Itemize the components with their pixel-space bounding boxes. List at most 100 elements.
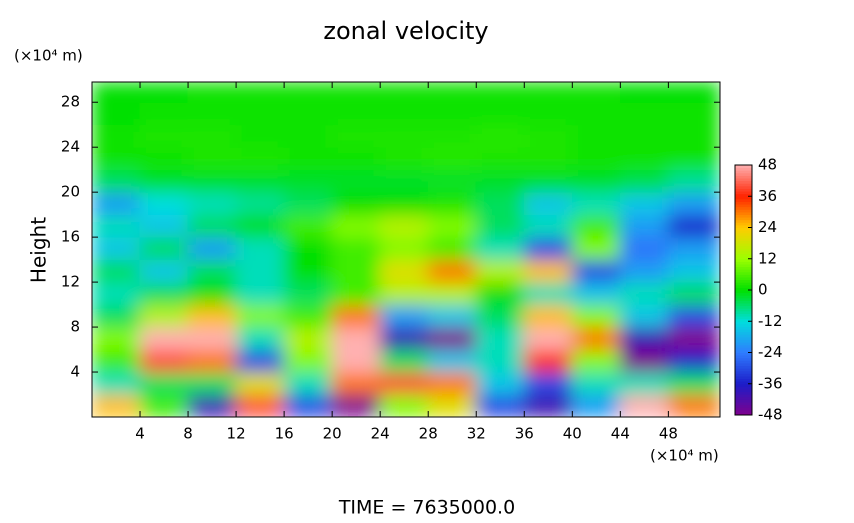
- cell: [475, 124, 525, 148]
- cell: [187, 394, 237, 417]
- colorbar-segment: [735, 224, 752, 228]
- cell: [523, 191, 573, 216]
- cell: [427, 304, 477, 328]
- heatmap-cells: [92, 82, 720, 417]
- cell: [187, 214, 237, 238]
- cell: [92, 259, 141, 283]
- cell: [187, 371, 237, 396]
- cell: [619, 236, 669, 261]
- colorbar-segment: [735, 206, 752, 210]
- cell: [235, 281, 285, 306]
- cell: [571, 124, 621, 148]
- colorbar-segment: [735, 300, 752, 304]
- colorbar-segment: [735, 305, 752, 309]
- cell: [427, 326, 477, 351]
- cell: [331, 394, 381, 417]
- cell: [667, 214, 720, 238]
- colorbar-segment: [735, 399, 752, 403]
- cell: [92, 304, 141, 328]
- cell: [283, 124, 333, 148]
- cell: [92, 169, 141, 193]
- cell: [475, 169, 525, 193]
- cell: [523, 214, 573, 238]
- cell: [619, 191, 669, 216]
- footer: TIME = 7635000.0: [338, 497, 515, 519]
- axes: 4 8 12 16 20 24 28 32 36 40 44 48481216202428-48-36…: [61, 81, 783, 443]
- cell: [571, 281, 621, 306]
- y-tick-label: 4: [70, 363, 80, 381]
- colorbar-segment: [735, 261, 752, 265]
- cell: [235, 214, 285, 238]
- colorbar-segment: [735, 313, 752, 317]
- colorbar-segment: [735, 183, 752, 187]
- colorbar-segment: [735, 373, 752, 377]
- colorbar-segment: [735, 339, 752, 343]
- cell: [475, 146, 525, 171]
- cell: [667, 394, 720, 417]
- cell: [139, 326, 189, 351]
- colorbar-segment: [735, 165, 752, 169]
- cell: [427, 191, 477, 216]
- cell: [331, 82, 381, 103]
- cell: [187, 124, 237, 148]
- cell: [427, 124, 477, 148]
- colorbar-segment: [735, 347, 752, 351]
- cell: [283, 326, 333, 351]
- cell: [139, 371, 189, 396]
- cell: [523, 236, 573, 261]
- y-tick-label: 16: [61, 228, 80, 246]
- cell: [139, 124, 189, 148]
- cell: [331, 259, 381, 283]
- cell: [331, 191, 381, 216]
- colorbar-segment: [735, 368, 752, 372]
- colorbar-segment: [735, 323, 752, 327]
- colorbar-segment: [735, 256, 752, 260]
- cell: [283, 169, 333, 193]
- colorbar-segment: [735, 232, 752, 236]
- y-axis-label: Height: [27, 217, 51, 283]
- cell: [427, 394, 477, 417]
- cell: [139, 82, 189, 103]
- colorbar-segment: [735, 318, 752, 322]
- cell: [379, 371, 429, 396]
- cell: [571, 191, 621, 216]
- cell: [571, 394, 621, 417]
- cell: [523, 124, 573, 148]
- colorbar-segment: [735, 219, 752, 223]
- colorbar-segment: [735, 334, 752, 338]
- cell: [139, 281, 189, 306]
- colorbar-segment: [735, 336, 752, 340]
- x-tick-label: 4: [135, 425, 145, 443]
- x-unit: (×10⁴ m): [650, 447, 719, 465]
- cell: [187, 259, 237, 283]
- cell: [379, 304, 429, 328]
- cell: [427, 214, 477, 238]
- cell: [283, 371, 333, 396]
- cell: [235, 101, 285, 126]
- colorbar-segment: [735, 396, 752, 400]
- colorbar-segment: [735, 404, 752, 408]
- colorbar-segment: [735, 240, 752, 244]
- colorbar-segment: [735, 352, 752, 356]
- x-tick-label: 8: [183, 425, 193, 443]
- cell: [619, 394, 669, 417]
- cell: [235, 169, 285, 193]
- colorbar-segment: [735, 214, 752, 218]
- colorbar-segment: [735, 365, 752, 369]
- cell: [235, 191, 285, 216]
- cell: [92, 394, 141, 417]
- cell: [619, 101, 669, 126]
- cell: [187, 146, 237, 171]
- cell: [667, 371, 720, 396]
- colorbar-segment: [735, 349, 752, 353]
- cell: [235, 326, 285, 351]
- cell: [187, 101, 237, 126]
- colorbar-segment: [735, 191, 752, 195]
- cell: [92, 326, 141, 351]
- colorbar-segment: [735, 217, 752, 221]
- cell: [523, 82, 573, 103]
- cell: [523, 101, 573, 126]
- cell: [92, 214, 141, 238]
- colorbar-segment: [735, 263, 752, 268]
